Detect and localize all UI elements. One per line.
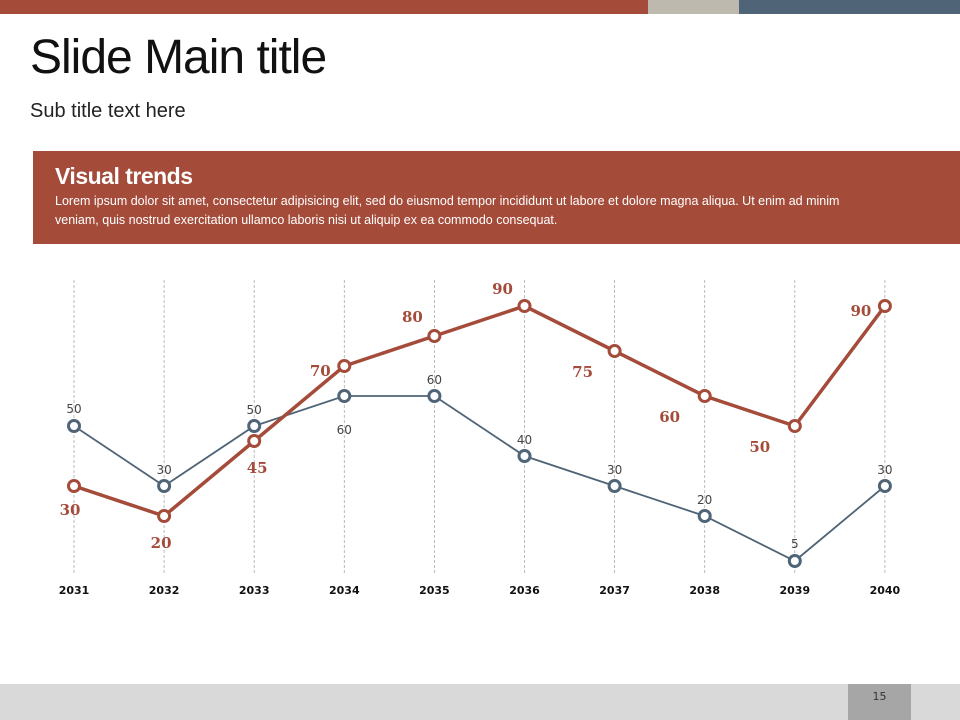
data-point-b	[427, 389, 442, 403]
data-label-b: 30	[607, 463, 622, 477]
banner-heading: Visual trends	[55, 163, 193, 189]
series-line-a	[73, 304, 887, 518]
data-point-a	[607, 344, 622, 358]
data-label-a: 90	[492, 280, 513, 298]
data-point-a	[877, 299, 892, 313]
x-tick-label: 2033	[239, 584, 270, 597]
data-label-a: 75	[572, 363, 593, 381]
x-tick-label: 2037	[599, 584, 630, 597]
data-point-b	[157, 479, 172, 493]
data-point-a	[697, 389, 712, 403]
x-tick-label: 2036	[509, 584, 540, 597]
top-bar-slate	[739, 0, 960, 14]
data-point-b	[67, 419, 81, 433]
data-point-a	[517, 299, 532, 313]
data-point-b	[517, 449, 532, 463]
slide-title: Slide Main title	[30, 31, 327, 84]
data-label-b: 60	[427, 373, 442, 387]
data-label-a: 60	[659, 408, 680, 426]
data-label-a: 45	[247, 459, 268, 477]
x-tick-label: 2038	[689, 584, 720, 597]
data-label-a: 30	[60, 501, 81, 519]
data-point-a	[427, 329, 442, 343]
x-tick-label: 2034	[329, 584, 360, 597]
series-line-b	[73, 395, 886, 563]
data-label-b: 50	[247, 403, 262, 417]
data-point-b	[877, 479, 892, 493]
line-chart: 2031 2032 2033 2034 2035 2036 2037 2038 2039 2040…	[59, 280, 901, 597]
data-point-b	[697, 509, 712, 523]
top-bar-red	[0, 0, 648, 14]
data-label-b: 20	[697, 493, 712, 507]
data-label-b: 60	[337, 423, 352, 437]
data-point-a	[67, 479, 81, 493]
page-number: 15	[848, 684, 911, 720]
data-label-b: 30	[877, 463, 892, 477]
footer-bar	[0, 684, 960, 720]
banner-body: Lorem ipsum dolor sit amet, consectetur …	[55, 194, 840, 227]
x-tick-label: 2032	[149, 584, 180, 597]
data-label-a: 50	[749, 438, 770, 456]
data-point-a	[787, 419, 802, 433]
data-point-b	[337, 389, 352, 403]
data-label-b: 50	[66, 402, 81, 416]
data-point-a	[157, 509, 172, 523]
data-label-a: 70	[310, 362, 331, 380]
data-label-a: 20	[151, 534, 172, 552]
data-label-b: 40	[517, 433, 532, 447]
data-label-a: 90	[850, 302, 871, 320]
slide-subtitle: Sub title text here	[30, 100, 186, 122]
data-label-b: 5	[791, 537, 799, 551]
data-point-a	[247, 434, 262, 448]
data-point-b	[787, 554, 802, 568]
x-tick-label: 2031	[59, 584, 90, 597]
visual-trends-banner: Visual trends Lorem ipsum dolor sit amet…	[33, 151, 960, 244]
x-tick-label: 2040	[870, 584, 901, 597]
data-point-b	[607, 479, 622, 493]
data-label-a: 80	[402, 308, 423, 326]
x-tick-label: 2039	[779, 584, 810, 597]
data-point-b	[247, 419, 262, 433]
data-label-b: 30	[156, 463, 171, 477]
x-tick-label: 2035	[419, 584, 450, 597]
top-bar-beige	[648, 0, 739, 14]
data-point-a	[337, 359, 352, 373]
